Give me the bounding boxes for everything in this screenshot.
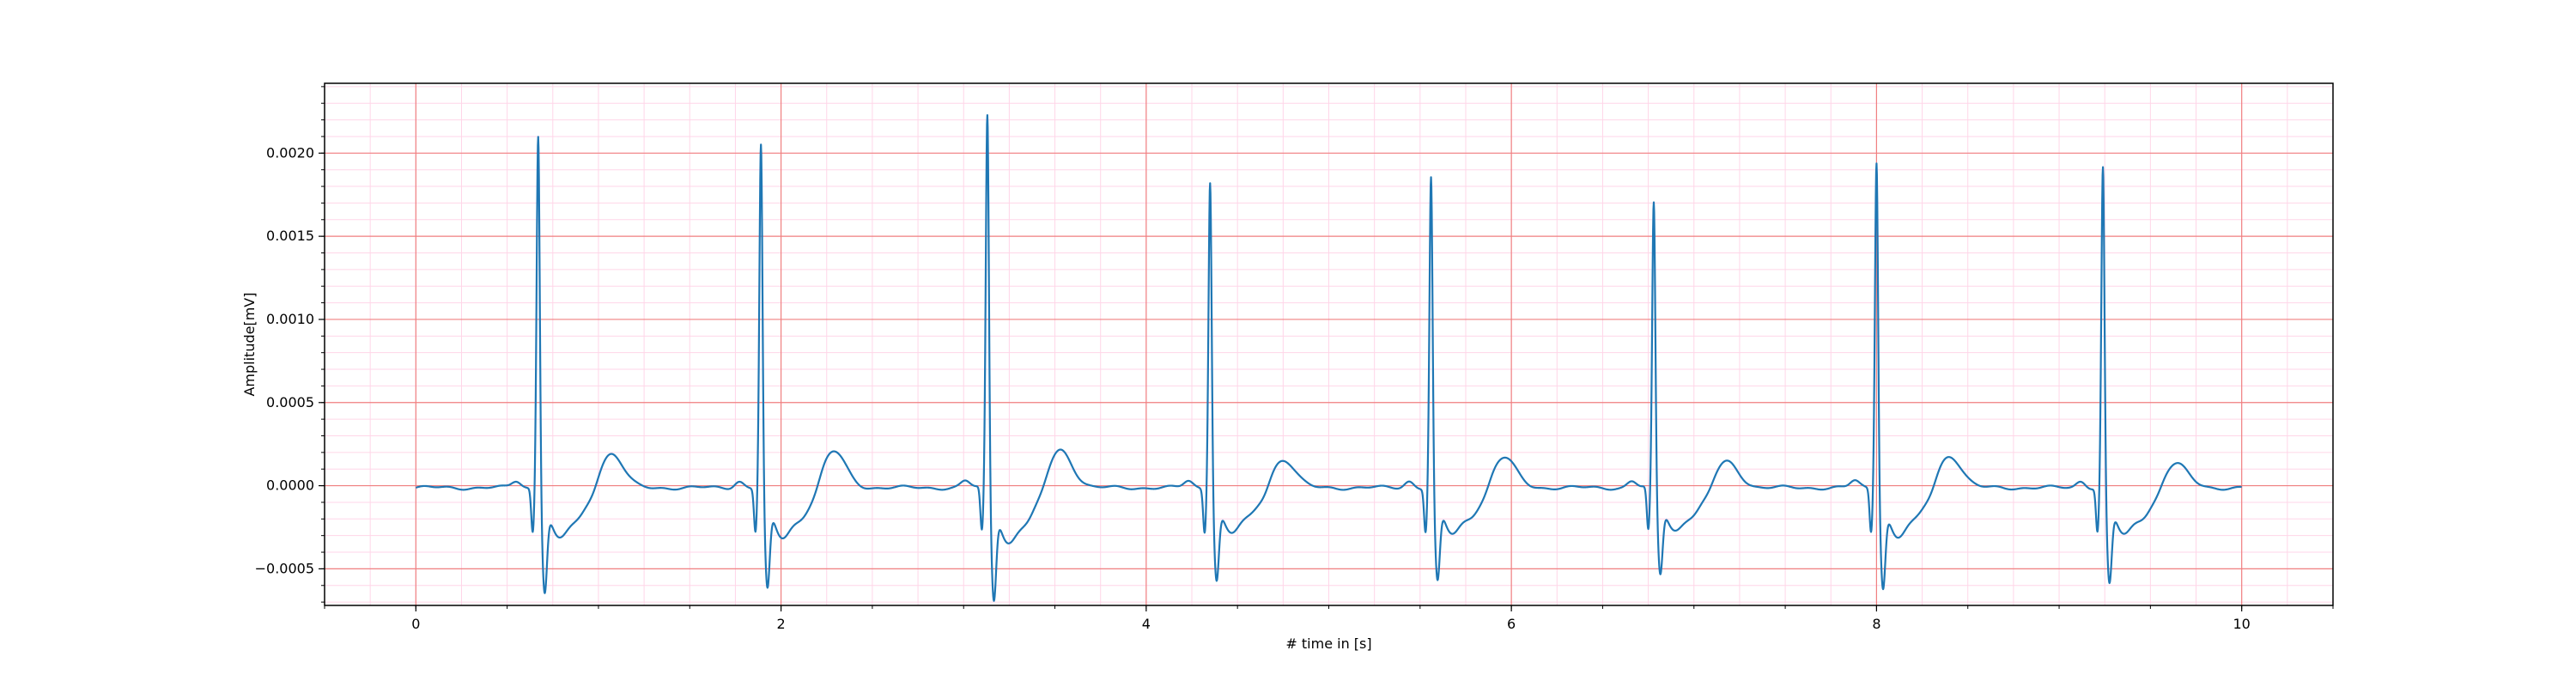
- ecg-signal-line: [415, 113, 2243, 602]
- major-grid: [325, 83, 2333, 605]
- x-tick-label: 6: [1507, 616, 1516, 632]
- y-tick-label: 0.0000: [266, 477, 314, 494]
- y-tick-label: 0.0015: [266, 228, 314, 244]
- x-tick-label: 8: [1872, 616, 1880, 632]
- y-tick-label: 0.0020: [266, 144, 314, 161]
- x-tick-label: 4: [1142, 616, 1151, 632]
- y-axis-ticks: −0.0005 0.0000 0.0005 0.0010 0.0015 0.0020: [255, 86, 325, 603]
- y-axis-label: Amplitude[mV]: [241, 292, 258, 396]
- y-tick-label: 0.0005: [266, 394, 314, 410]
- minor-grid: [324, 83, 2334, 605]
- y-tick-label: −0.0005: [255, 560, 314, 576]
- x-tick-label: 10: [2233, 616, 2251, 632]
- x-tick-label: 2: [776, 616, 785, 632]
- y-tick-label: 0.0010: [266, 311, 314, 327]
- x-axis-label: # time in [s]: [1285, 635, 1371, 652]
- x-axis-ticks: 0 2 4 6 8 10: [324, 605, 2334, 632]
- x-tick-label: 0: [411, 616, 420, 632]
